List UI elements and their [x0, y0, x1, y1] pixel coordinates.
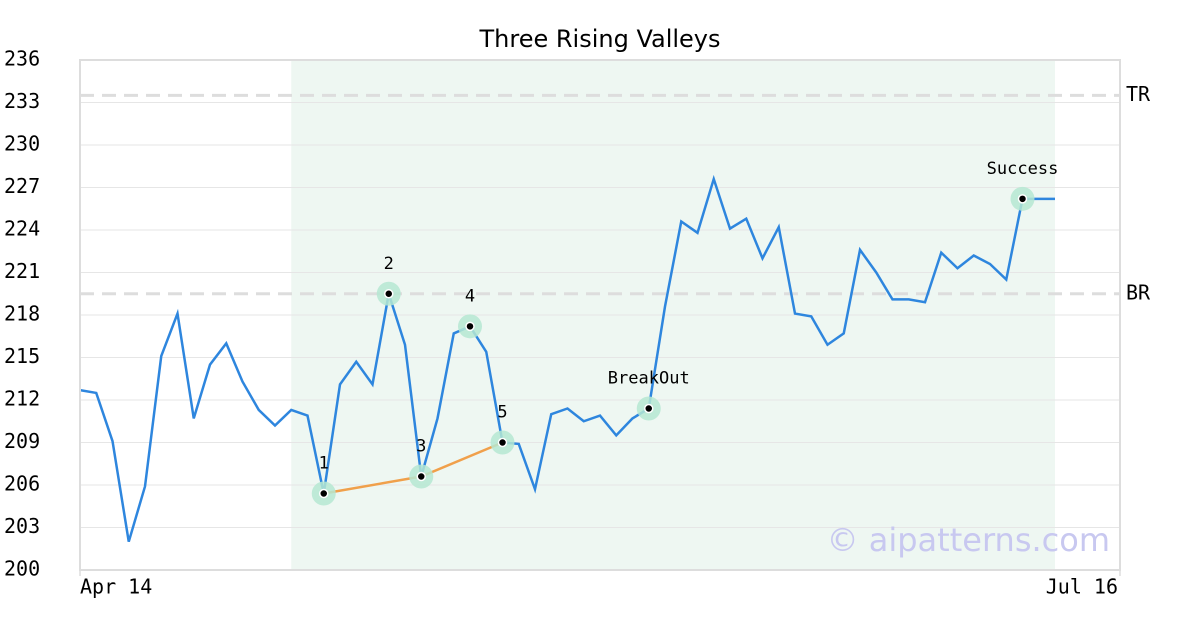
marker-dot [497, 437, 508, 448]
marker-label: 4 [465, 286, 475, 306]
y-tick-label: 236 [4, 47, 40, 71]
marker-label: 1 [319, 454, 329, 474]
y-tick-label: 209 [4, 429, 40, 453]
marker-label: 2 [384, 254, 394, 274]
marker-label: BreakOut [608, 369, 690, 389]
marker-label: 3 [416, 437, 426, 457]
marker-label: Success [987, 159, 1059, 179]
watermark: © aipatterns.com [827, 521, 1110, 559]
marker-dot [465, 321, 475, 332]
y-tick-label: 200 [4, 557, 40, 581]
x-tick-label: Apr 14 [80, 575, 152, 599]
y-tick-label: 215 [4, 344, 40, 368]
plot-frame [79, 59, 1121, 571]
y-tick-label: 221 [4, 259, 40, 283]
marker-dot [319, 488, 329, 499]
y-tick-label: 227 [4, 174, 40, 198]
marker-dot [644, 403, 654, 414]
y-tick-label: 233 [4, 89, 40, 113]
marker-dot [1017, 194, 1028, 204]
x-tick-label: Jul 16 [1046, 575, 1118, 599]
y-tick-label: 218 [4, 302, 40, 326]
price-line [79, 174, 1055, 543]
level-label: TR [1126, 82, 1151, 106]
y-tick-label: 230 [4, 132, 40, 156]
y-tick-label: 206 [4, 472, 40, 496]
y-tick-label: 224 [4, 217, 40, 241]
marker-dot [384, 289, 394, 299]
marker-dot [416, 471, 426, 482]
y-tick-label: 212 [4, 387, 40, 411]
level-label: BR [1126, 280, 1151, 304]
y-tick-label: 203 [4, 514, 40, 538]
chart-title: Three Rising Valleys [478, 25, 720, 53]
marker-label: 5 [497, 403, 507, 423]
